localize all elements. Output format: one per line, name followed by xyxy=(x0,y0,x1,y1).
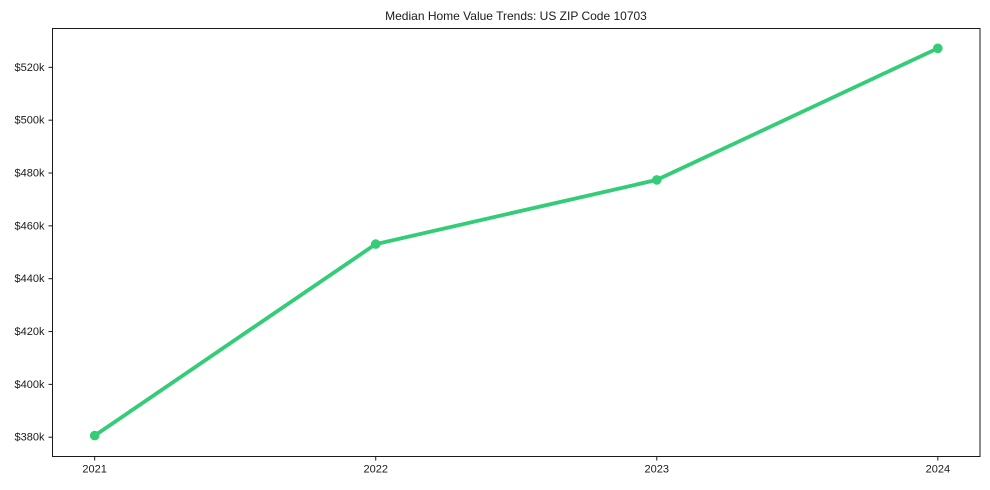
x-tick-label: 2023 xyxy=(645,464,669,476)
trend-line xyxy=(92,46,940,438)
y-tick-label: $440k xyxy=(15,273,45,285)
data-point-marker xyxy=(89,430,100,441)
y-tick-label: $380k xyxy=(15,432,45,444)
y-tick-label: $500k xyxy=(15,115,45,127)
data-point-marker xyxy=(933,43,943,54)
y-tick-label: $420k xyxy=(15,326,45,338)
y-tick-label: $400k xyxy=(15,379,45,391)
x-tick-label: 2021 xyxy=(82,464,106,476)
x-tick-label: 2024 xyxy=(926,464,950,476)
plot-border xyxy=(52,28,981,457)
chart-title: Median Home Value Trends: US ZIP Code 10… xyxy=(385,9,647,23)
data-point-marker xyxy=(370,239,381,249)
y-tick-label: $480k xyxy=(15,168,45,180)
data-point-marker xyxy=(652,175,662,185)
y-tick-label: $520k xyxy=(15,62,45,74)
y-tick-label: $460k xyxy=(15,220,45,232)
axes-layer: $380k $400k $420k $440k $460k $480k $500k $520k… xyxy=(15,28,981,476)
x-tick-label: 2022 xyxy=(363,464,387,476)
series-layer xyxy=(89,43,943,441)
